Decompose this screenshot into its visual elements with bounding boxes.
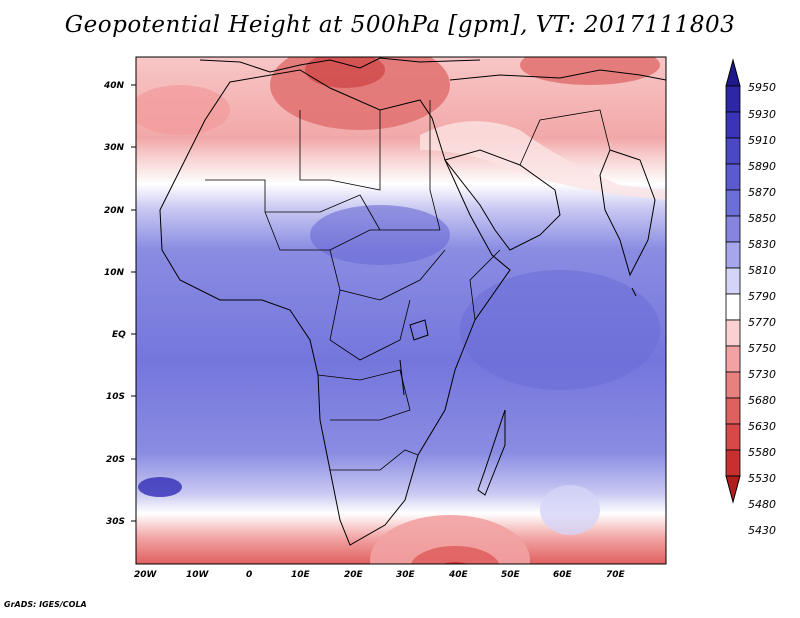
colorbar-label: 5870 [748,186,776,199]
lat-label: 20N [104,206,125,216]
lat-label: EQ [112,330,126,340]
colorbar-swatch [725,449,741,477]
colorbar-top-arrow [725,58,741,87]
lon-label: 50E [501,570,521,580]
lon-label: 30E [396,570,416,580]
colorbar-swatch [725,189,741,217]
lat-label: 20S [106,455,125,465]
lat-label: 30S [106,517,125,527]
colorbar-label: 5630 [748,420,776,433]
plot-frame [135,56,667,565]
footer-credit: GrADS: IGES/COLA [4,600,87,609]
lon-label: 0 [246,570,252,580]
colorbar-label: 5810 [748,264,776,277]
colorbar-label: 5750 [748,342,776,355]
colorbar-label: 5680 [748,394,776,407]
colorbar-swatch [725,293,741,321]
lat-label: 10S [106,392,125,402]
colorbar-swatch [725,267,741,295]
colorbar-label: 5890 [748,160,776,173]
height-field [136,57,666,564]
colorbar-label: 5770 [748,316,776,329]
latitude-axis: 40N 30N 20N 10N EQ 10S 20S 30S [103,81,136,527]
lon-label: 10W [186,570,210,580]
lon-label: 10E [291,570,311,580]
lon-label: 20E [344,570,364,580]
lat-label: 30N [104,143,125,153]
colorbar-label: 5790 [748,290,776,303]
coastlines [159,57,666,546]
colorbar-label: 5830 [748,238,776,251]
colorbar-swatch [725,137,741,165]
colorbar-swatch [725,319,741,347]
colorbar-swatch [725,397,741,425]
country-borders [205,100,611,471]
colorbar-label: 5430 [748,524,776,537]
colorbar-label: 5930 [748,108,776,121]
colorbar-label: 5910 [748,134,776,147]
colorbar-swatch [725,111,741,139]
colorbar-label: 5950 [748,81,776,94]
lon-label: 70E [606,570,626,580]
colorbar-swatch [725,371,741,399]
colorbar-label: 5850 [748,212,776,225]
lon-label: 40E [448,570,469,580]
map-title: Geopotential Height at 500hPa [gpm], VT:… [64,12,736,38]
colorbar-swatch [725,85,741,113]
lat-label: 10N [104,268,125,278]
colorbar-swatch [725,423,741,451]
lon-label: 20W [134,570,158,580]
lat-label: 40N [103,81,125,91]
colorbar-label: 5530 [748,472,776,485]
colorbar-swatch [725,345,741,373]
lon-label: 60E [553,570,573,580]
colorbar-label: 5580 [748,446,776,459]
colorbar-swatch [725,215,741,243]
colorbar: 5950 5930 5910 5890 5870 5850 5830 5810 … [725,58,776,537]
colorbar-swatch [725,241,741,269]
colorbar-bottom-arrow [725,475,741,504]
longitude-axis: 20W 10W 0 10E 20E 30E 40E 50E 60E 70E [134,570,626,580]
colorbar-swatch [725,163,741,191]
colorbar-label: 5730 [748,368,776,381]
colorbar-label: 5480 [748,498,776,511]
